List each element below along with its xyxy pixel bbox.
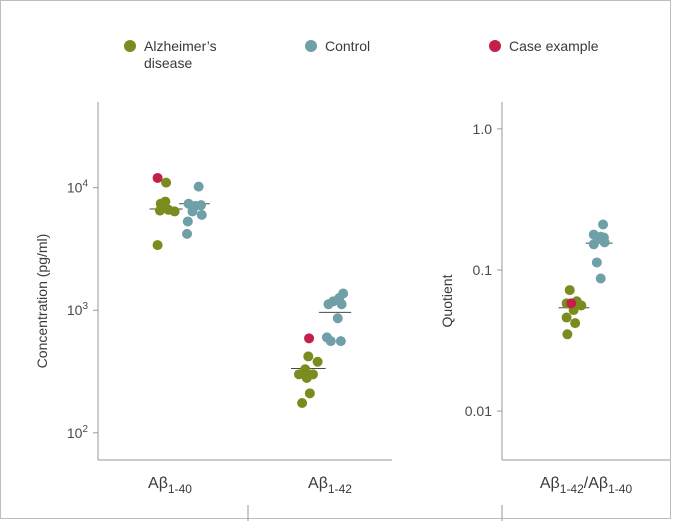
data-point-control-1-2-5	[588, 239, 599, 250]
legend-label-case-example: Case example	[509, 38, 599, 54]
data-point-alzheimer-s-disease-0-2-3	[294, 369, 304, 380]
y-tick-label-1-2: 1.0	[473, 121, 493, 137]
legend-item-alzheimers: Alzheimer’s disease	[124, 38, 217, 72]
legend-dot-case-example	[489, 40, 501, 52]
legend-item-control: Control	[305, 38, 370, 55]
data-point-control-0-1-7	[182, 228, 193, 239]
data-point-alzheimer-s-disease-0-2-5	[301, 373, 312, 384]
data-point-control-0-4-5	[332, 313, 343, 324]
data-point-alzheimer-s-disease-0-0-3	[154, 205, 165, 216]
y-axis-title-0: Concentration (pg/ml)	[34, 234, 50, 369]
y-tick-label-0-1: 103	[67, 301, 89, 318]
data-point-control-0-4-3	[323, 299, 334, 310]
data-point-control-1-2-7	[591, 257, 602, 268]
y-tick-label-1-1: 0.1	[473, 262, 493, 278]
category-label-1-0: Aβ1-42/Aβ1-40	[540, 475, 633, 496]
data-point-alzheimer-s-disease-0-0-5	[169, 206, 180, 217]
data-point-alzheimer-s-disease-0-2-6	[304, 388, 315, 399]
data-point-control-0-4-8	[335, 336, 346, 347]
legend-item-case-example: Case example	[489, 38, 599, 55]
data-point-alzheimer-s-disease-1-0-7	[562, 329, 573, 340]
legend-label-alzheimers: Alzheimer’s disease	[144, 38, 217, 71]
data-point-control-0-1-4	[187, 206, 198, 217]
data-point-control-0-4-7	[325, 336, 336, 347]
data-point-control-1-2-0	[598, 219, 609, 230]
y-tick-label-1-0: 0.01	[465, 403, 492, 419]
data-point-alzheimer-s-disease-1-0-3	[576, 300, 587, 311]
y-tick-label-0-2: 104	[67, 179, 89, 196]
data-point-alzheimer-s-disease-0-2-7	[297, 398, 308, 409]
data-point-control-0-1-3	[196, 200, 206, 211]
legend-dot-alzheimers	[124, 40, 136, 52]
legend-label-control: Control	[325, 38, 371, 54]
data-point-alzheimer-s-disease-0-0-2	[160, 196, 171, 207]
data-point-control-0-1-5	[196, 209, 207, 220]
data-point-case-example-0-5-0	[152, 172, 163, 183]
data-point-case-example-0-3-0	[304, 333, 315, 344]
y-axis-title-1: Quotient	[439, 274, 455, 327]
data-point-alzheimer-s-disease-0-0-0	[161, 177, 172, 188]
data-point-case-example-1-1-0	[566, 298, 577, 309]
y-tick-label-0-0: 102	[67, 424, 89, 441]
data-point-alzheimer-s-disease-0-2-1	[312, 356, 323, 367]
data-point-alzheimer-s-disease-0-2-0	[303, 351, 314, 362]
category-label-0-0: Aβ1-40	[148, 475, 192, 496]
data-point-control-0-1-0	[193, 181, 204, 192]
data-point-control-1-2-6	[599, 237, 610, 248]
legend-dot-control	[305, 40, 317, 52]
category-label-0-1: Aβ1-42	[308, 475, 352, 496]
data-point-alzheimer-s-disease-1-0-0	[564, 285, 575, 296]
data-point-control-0-4-4	[336, 299, 347, 310]
data-point-control-1-2-8	[595, 273, 606, 284]
data-point-control-0-1-6	[182, 216, 193, 227]
data-point-alzheimer-s-disease-1-0-6	[570, 318, 581, 329]
data-point-alzheimer-s-disease-1-0-5	[561, 312, 572, 323]
data-point-alzheimer-s-disease-0-0-6	[152, 240, 163, 251]
